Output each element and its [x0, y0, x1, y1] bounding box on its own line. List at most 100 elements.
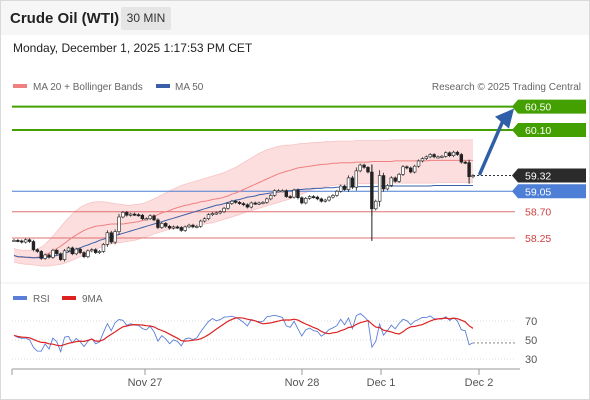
candle-body	[206, 214, 211, 220]
candle-body	[354, 170, 359, 188]
candle-body	[179, 227, 183, 231]
candle-body	[117, 216, 121, 232]
candle-body	[304, 198, 308, 204]
candle-body	[440, 155, 444, 158]
candle-body	[245, 204, 250, 208]
candle-body	[463, 161, 467, 164]
candle-body	[160, 223, 164, 228]
level-tag-60.50	[512, 99, 586, 114]
candle-body	[350, 177, 355, 188]
candle-body	[136, 214, 141, 217]
rsi-swatch	[13, 296, 27, 300]
level-tag-59.05	[512, 184, 586, 199]
candle-body	[331, 195, 335, 198]
candle-body	[93, 249, 98, 253]
candle-body	[62, 250, 67, 260]
candle-body	[296, 189, 300, 199]
rsi-legend-label: RSI	[33, 294, 50, 305]
instrument-title: Crude Oil (WTI)	[10, 10, 120, 27]
candle-body	[346, 177, 351, 190]
candle-body	[377, 175, 382, 202]
candle-body	[202, 218, 207, 222]
candle-body	[409, 167, 413, 173]
rsi-tick-30: 30	[525, 354, 537, 366]
candle-body	[27, 239, 32, 242]
candle-body	[55, 249, 59, 255]
candle-body	[307, 196, 312, 199]
candle-body	[424, 156, 429, 159]
candle-body	[210, 213, 215, 215]
candle-body	[385, 185, 390, 190]
candle-body	[214, 212, 218, 215]
candle-body	[381, 175, 386, 190]
candle-body	[253, 202, 257, 205]
candle-body	[257, 202, 261, 205]
candle-body	[319, 198, 323, 202]
candle-body	[342, 185, 347, 190]
candle-body	[16, 240, 20, 242]
projection-arrow	[478, 108, 514, 176]
candle-body	[335, 190, 339, 196]
candle-body	[230, 200, 234, 204]
candle-body	[152, 215, 156, 221]
candles	[12, 150, 475, 262]
rsi-tick-70: 70	[525, 316, 537, 328]
candle-body	[51, 249, 55, 258]
candle-body	[272, 190, 277, 196]
candle-body	[405, 166, 409, 169]
datetime-label: Monday, December 1, 2025 1:17:53 PM CET	[13, 41, 253, 55]
candle-body	[125, 212, 129, 216]
candle-body	[86, 250, 90, 257]
rsi-tick-50: 50	[525, 335, 537, 347]
ma50-line	[13, 185, 473, 259]
candle-body	[374, 200, 378, 210]
candle-body	[78, 248, 82, 253]
candle-body	[284, 190, 288, 197]
level-label-58.70: 58.70	[525, 207, 551, 219]
main-legend: MA 20 + Bollinger Bands MA 50 Research ©…	[13, 82, 581, 93]
candle-body	[74, 248, 78, 255]
candle-body	[412, 165, 417, 173]
candle-body	[90, 249, 94, 252]
candle-body	[140, 214, 145, 220]
candle-body	[269, 195, 273, 200]
candle-body	[420, 158, 425, 162]
candle-body	[436, 156, 440, 159]
candle-body	[218, 211, 222, 214]
candle-body	[82, 252, 86, 257]
x-tick-label: Dec 2	[465, 377, 494, 389]
candle-body	[362, 164, 366, 168]
candle-body	[280, 190, 285, 193]
candle-body	[175, 226, 180, 229]
ma20-legend-label: MA 20 + Bollinger Bands	[33, 82, 143, 93]
candle-body	[366, 167, 370, 173]
candle-body	[249, 202, 253, 208]
candle-body	[113, 231, 117, 243]
level-label-60.50: 60.50	[525, 102, 551, 114]
ma20-line	[13, 159, 473, 259]
bb-lower-line	[13, 182, 473, 267]
credit-text: Research © 2025 Trading Central	[432, 82, 581, 93]
ma50-legend-label: MA 50	[175, 82, 204, 93]
x-tick-label: Nov 27	[128, 377, 163, 389]
candle-body	[401, 166, 405, 175]
candle-body	[12, 240, 16, 242]
level-tag-59.32	[512, 168, 586, 183]
level-label-59.05: 59.05	[525, 186, 551, 198]
candle-body	[393, 177, 397, 182]
candle-body	[323, 199, 327, 202]
rsi-legend: RSI 9MA	[13, 294, 103, 305]
candle-body	[447, 152, 452, 156]
candle-body	[416, 160, 421, 167]
timeframe-button[interactable]: 30 MIN	[121, 7, 171, 30]
ma9-legend-label: 9MA	[82, 294, 103, 305]
candle-body	[70, 247, 75, 255]
candle-body	[109, 232, 113, 243]
candle-body	[20, 240, 24, 243]
candle-body	[35, 249, 40, 252]
candle-body	[451, 151, 456, 156]
candle-body	[132, 213, 137, 216]
ma50-swatch	[156, 84, 170, 88]
rsi-line	[13, 312, 474, 354]
